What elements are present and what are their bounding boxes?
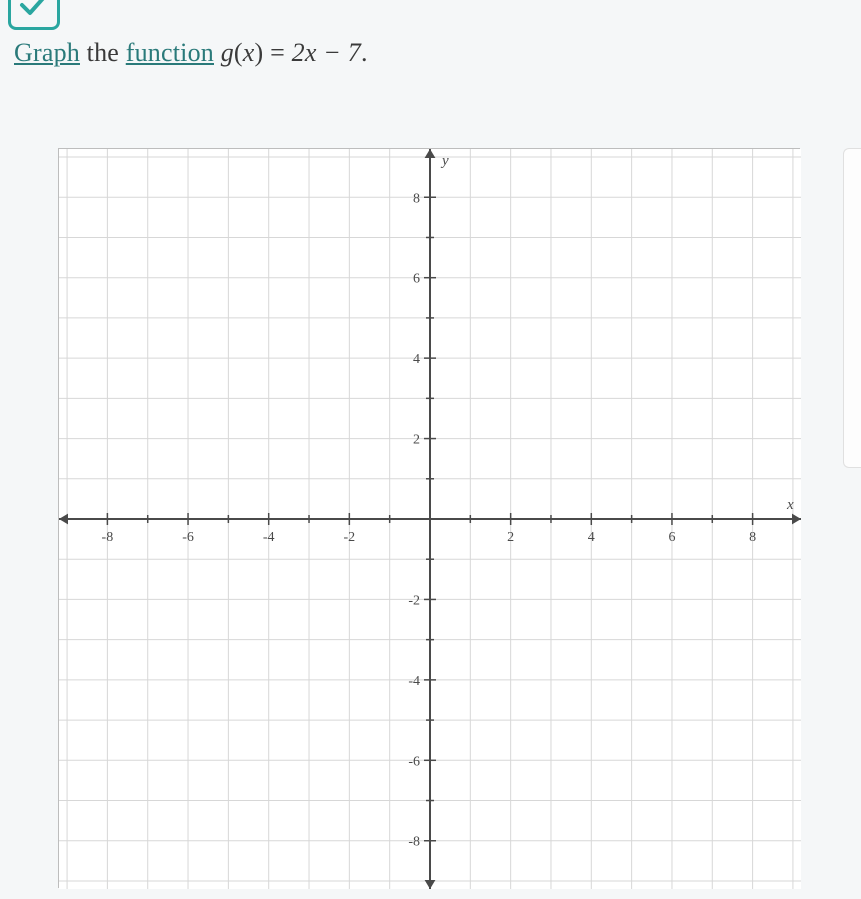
prompt-text: the bbox=[80, 38, 126, 67]
question-prompt: Graph the function g(x) = 2x − 7. bbox=[14, 38, 368, 68]
checkmark-icon bbox=[17, 0, 51, 21]
svg-text:-6: -6 bbox=[408, 754, 420, 769]
checkmark-badge bbox=[8, 0, 60, 30]
svg-text:-4: -4 bbox=[408, 674, 420, 689]
svg-text:-2: -2 bbox=[408, 593, 420, 608]
link-function[interactable]: function bbox=[126, 38, 214, 67]
link-graph[interactable]: Graph bbox=[14, 38, 80, 67]
svg-text:-6: -6 bbox=[182, 530, 194, 545]
fn-arg: x bbox=[243, 38, 255, 67]
svg-text:-8: -8 bbox=[102, 530, 114, 545]
svg-text:2: 2 bbox=[413, 433, 420, 448]
svg-text:-4: -4 bbox=[263, 530, 275, 545]
svg-text:-2: -2 bbox=[344, 530, 356, 545]
svg-text:6: 6 bbox=[668, 530, 675, 545]
prompt-text bbox=[214, 38, 221, 67]
equals: = bbox=[263, 38, 291, 67]
svg-text:4: 4 bbox=[413, 352, 420, 367]
svg-text:8: 8 bbox=[749, 530, 756, 545]
svg-text:8: 8 bbox=[413, 191, 420, 206]
svg-text:2: 2 bbox=[507, 530, 514, 545]
fn-name: g bbox=[221, 38, 234, 67]
svg-text:6: 6 bbox=[413, 272, 420, 287]
fn-rhs: 2x − 7 bbox=[292, 38, 361, 67]
graph-panel[interactable]: -8 -6 -4 -2 2 4 6 8 -8 -6 -4 -2 2 4 6 8 y x bbox=[58, 148, 800, 888]
svg-text:4: 4 bbox=[588, 530, 595, 545]
cartesian-grid: -8 -6 -4 -2 2 4 6 8 -8 -6 -4 -2 2 4 6 8 y x bbox=[59, 149, 801, 889]
period: . bbox=[361, 38, 368, 67]
svg-text:x: x bbox=[786, 497, 794, 513]
side-panel bbox=[843, 148, 861, 468]
svg-text:-8: -8 bbox=[408, 835, 420, 850]
paren-open: ( bbox=[234, 38, 243, 67]
svg-text:y: y bbox=[440, 153, 449, 169]
